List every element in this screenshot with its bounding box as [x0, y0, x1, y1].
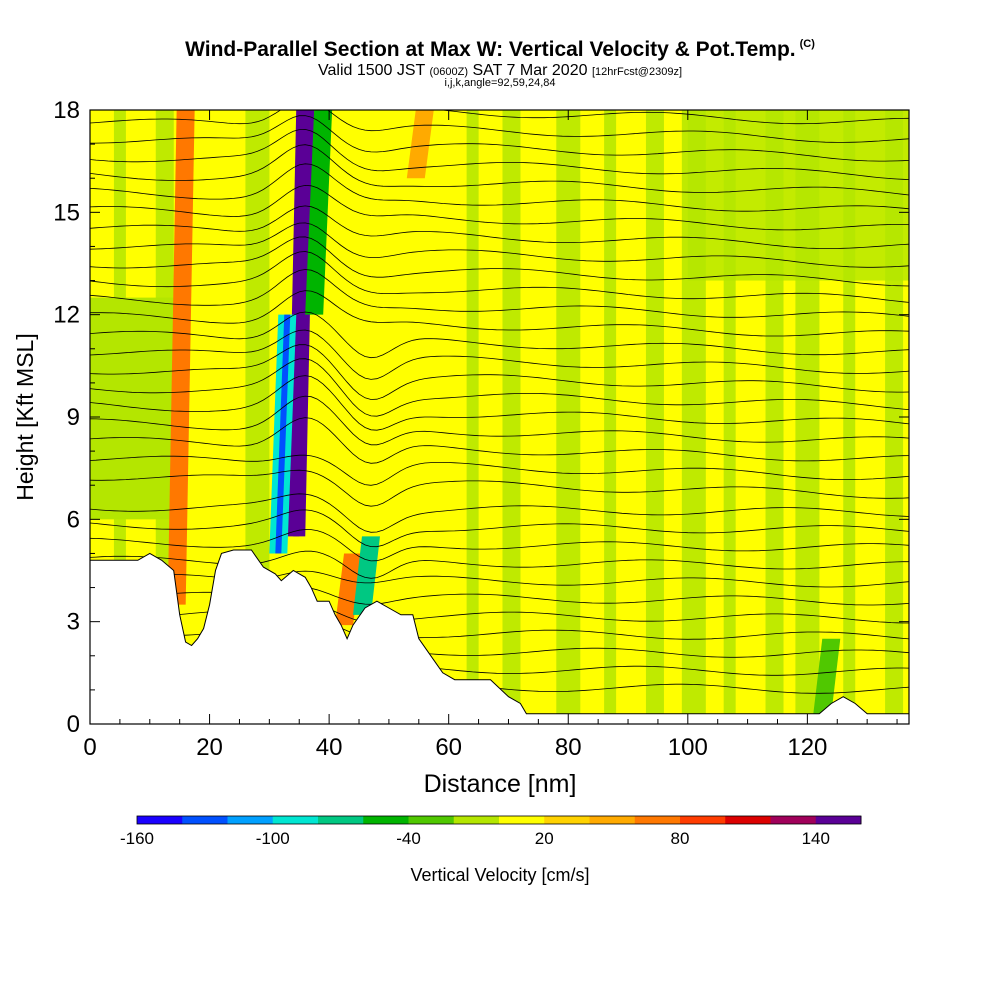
chart-title: Wind-Parallel Section at Max W: Vertical… [0, 38, 1000, 62]
isentrope [90, 417, 909, 464]
colorbar-frame [136, 815, 862, 825]
y-tick-label: 0 [67, 711, 80, 738]
isentrope [90, 236, 909, 287]
axes: 0 20 40 60 80 100 120 0 3 6 9 12 15 18 [53, 97, 909, 761]
chart-subtitle: Valid 1500 JST (0600Z) SAT 7 Mar 2020 [1… [0, 62, 1000, 80]
colorbar-swatch [272, 816, 319, 824]
colorbar: -160 -100 -40 20 80 140 [120, 815, 862, 848]
x-tick-label: 0 [83, 734, 96, 761]
colorbar-swatch [725, 816, 771, 824]
colorbar-swatch [544, 816, 590, 824]
isentrope [90, 205, 909, 249]
forecast-info: [12hrFcst@2309z] [591, 66, 682, 78]
downdraft-band [813, 638, 841, 714]
weak-downdraft-stripe [645, 110, 664, 724]
colorbar-swatch [770, 816, 817, 824]
colorbar-tick-label: 20 [535, 829, 554, 848]
x-axis-label: Distance [nm] [424, 770, 577, 798]
downdraft-band-core [275, 314, 291, 554]
isentrope [90, 144, 909, 196]
isentrope [90, 110, 909, 143]
colorbar-swatch [680, 816, 726, 824]
velocity-bands [167, 110, 841, 714]
y-tick-label: 18 [53, 97, 80, 124]
updraft-band [406, 110, 434, 179]
isentrope [90, 311, 909, 359]
isentrope [90, 375, 909, 431]
chart-title-text: Wind-Parallel Section at Max W: Vertical… [185, 38, 796, 61]
colorbar-swatch [589, 816, 636, 824]
y-tick-label: 9 [67, 404, 80, 431]
x-tick-label: 80 [555, 734, 582, 761]
x-tick-label: 60 [435, 734, 462, 761]
isentrope [90, 58, 909, 105]
colorbar-swatch [815, 816, 862, 824]
weak-downdraft-stripe [604, 110, 617, 724]
colorbar-swatch [137, 816, 183, 824]
isentrope [90, 290, 909, 337]
valid-time: Valid 1500 JST [318, 62, 426, 79]
y-tick-label: 15 [53, 199, 80, 226]
x-tick-label: 120 [787, 734, 827, 761]
isentrope [90, 509, 909, 548]
colorbar-swatch [363, 816, 409, 824]
y-tick-label: 12 [53, 302, 80, 329]
colorbar-swatch [408, 816, 455, 824]
y-axis-label: Height [Kft MSL] [12, 333, 38, 500]
isentrope-lines [90, 58, 909, 694]
colorbar-tick-label: -40 [396, 829, 421, 848]
downdraft-band [305, 110, 333, 315]
isentrope [90, 222, 909, 268]
isentrope [370, 110, 909, 125]
colorbar-tick-label: -160 [120, 829, 154, 848]
isentrope [90, 128, 909, 180]
chart-title-mark: (C) [799, 38, 815, 50]
colorbar-swatch [453, 816, 500, 824]
isentrope [90, 493, 909, 533]
isentrope [90, 163, 909, 212]
isentrope [90, 529, 909, 562]
colorbar-tick-label: 80 [671, 829, 690, 848]
isentrope [90, 251, 909, 303]
weak-downdraft-stripe [556, 110, 581, 724]
updraft-band-core [293, 110, 309, 537]
updraft-band [167, 110, 195, 605]
colorbar-tick-label: -100 [256, 829, 290, 848]
weak-downdraft-area [687, 110, 909, 281]
weak-downdraft-area [90, 297, 174, 520]
x-tick-label: 40 [316, 734, 343, 761]
colorbar-label: Vertical Velocity [cm/s] [410, 865, 589, 885]
colorbar-swatch [227, 816, 274, 824]
y-tick-label: 6 [67, 506, 80, 533]
isentrope [90, 344, 909, 400]
isentrope [90, 115, 909, 162]
downdraft-band [353, 536, 380, 615]
isentrope [90, 184, 909, 231]
y-tick-label: 3 [67, 609, 80, 636]
colorbar-swatch [499, 816, 545, 824]
isentrope [90, 269, 909, 318]
weak-downdraft-stripe [502, 110, 521, 724]
x-tick-label: 20 [196, 734, 223, 761]
colorbar-swatch [634, 816, 681, 824]
isentrope [90, 329, 909, 380]
valid-date: SAT 7 Mar 2020 [472, 62, 588, 79]
isentrope [90, 469, 909, 507]
isentrope [90, 358, 909, 417]
isentrope [90, 395, 909, 446]
colorbar-swatch [182, 816, 228, 824]
x-tick-label: 100 [668, 734, 708, 761]
colorbar-swatch [318, 816, 364, 824]
isentrope [90, 454, 909, 486]
terrain-profile [90, 549, 909, 724]
valid-utc: (0600Z) [429, 66, 469, 78]
colorbar-tick-label: 140 [802, 829, 830, 848]
index-info: i,j,k,angle=92,59,24,84 [444, 77, 556, 89]
